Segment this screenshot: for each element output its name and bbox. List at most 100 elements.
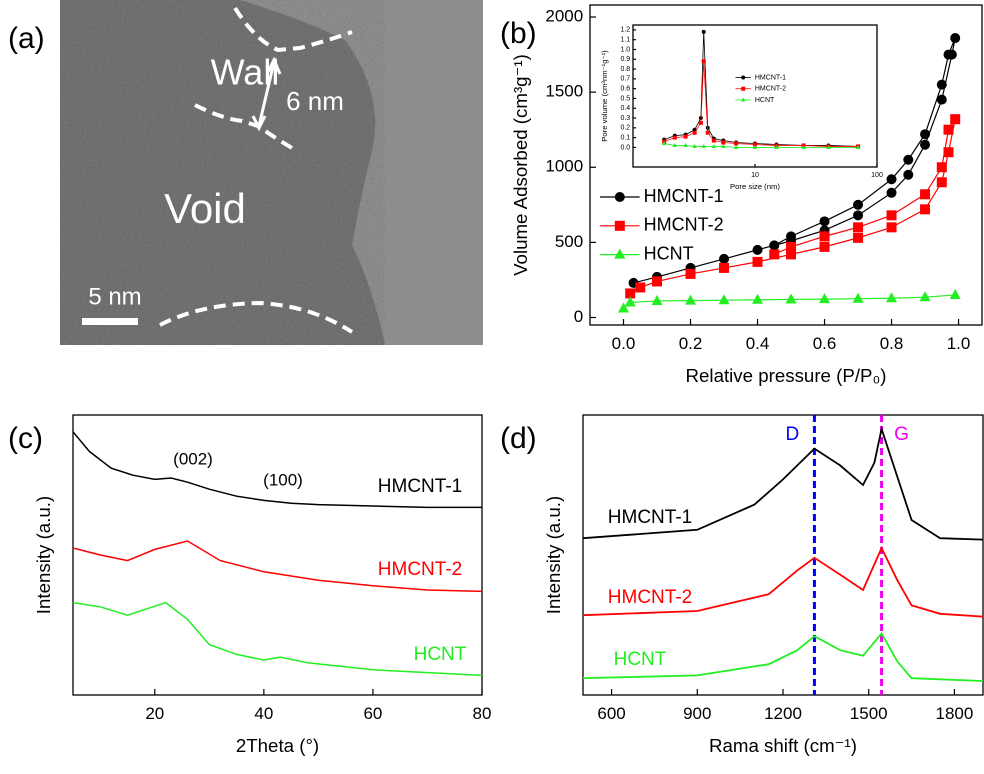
- marker: [852, 292, 864, 303]
- marker: [752, 244, 763, 255]
- reference-label: D: [786, 424, 800, 445]
- marker: [711, 144, 717, 149]
- marker: [625, 288, 636, 299]
- x-tick-label: 100: [871, 172, 883, 179]
- marker: [936, 94, 947, 105]
- x-tick-label: 60: [363, 704, 382, 723]
- y-tick-label: 0: [574, 307, 583, 326]
- x-axis-label: Pore size (nm): [730, 182, 780, 191]
- marker: [624, 296, 636, 307]
- specimen-texture: [60, 0, 385, 345]
- y-tick-label: 0.6: [620, 85, 630, 92]
- x-tick-label: 1800: [936, 704, 974, 723]
- marker: [826, 145, 831, 150]
- panel-label: (a): [8, 22, 45, 55]
- y-tick-label: 0.2: [620, 125, 630, 132]
- y-tick-label: 0.5: [620, 95, 630, 102]
- marker: [943, 124, 954, 135]
- marker: [701, 59, 706, 64]
- legend-marker: [614, 220, 625, 231]
- marker: [769, 249, 780, 260]
- x-tick-label: 1500: [850, 704, 888, 723]
- x-tick-label: 1200: [764, 704, 802, 723]
- series-line: [582, 425, 984, 541]
- marker: [692, 130, 697, 135]
- marker: [943, 147, 954, 158]
- legend-marker: [614, 248, 626, 259]
- marker: [903, 154, 914, 165]
- marker: [920, 204, 931, 215]
- legend-label: HCNT: [614, 649, 667, 670]
- y-axis-label: Intensity (a.u.): [543, 496, 564, 614]
- marker: [752, 293, 764, 304]
- chart: 20 40 60 80 2Theta (°) Intensity (a.u.) (c) HMC…: [8, 414, 491, 756]
- marker: [701, 144, 706, 149]
- marker: [920, 139, 931, 150]
- y-axis-label: Volume Adsorbed (cm³g⁻¹): [510, 54, 531, 276]
- legend-marker: [614, 192, 625, 202]
- legend-label: HCNT: [755, 97, 775, 104]
- wall-outline: [194, 103, 294, 150]
- tem-image: Wall 6 nm Void 5 nm: [60, 0, 483, 345]
- y-tick-label: 0.9: [620, 56, 630, 63]
- marker: [886, 222, 897, 233]
- annotation: Void: [164, 185, 246, 232]
- marker: [705, 130, 710, 135]
- marker: [711, 138, 716, 143]
- legend-label: HMCNT-2: [755, 86, 786, 93]
- x-tick-label: 1.0: [947, 334, 971, 353]
- y-tick-label: 1000: [545, 157, 583, 176]
- marker: [685, 294, 697, 305]
- marker: [886, 174, 897, 185]
- y-tick-label: 1500: [545, 82, 583, 101]
- marker: [786, 231, 797, 242]
- marker: [683, 143, 688, 148]
- y-tick-label: 0.0: [620, 144, 630, 151]
- series-line: [582, 631, 984, 682]
- marker: [886, 187, 897, 198]
- panel-label: (d): [500, 422, 537, 455]
- annotation: (100): [263, 470, 303, 489]
- wall-outline: [233, 6, 353, 53]
- marker: [752, 256, 763, 267]
- marker: [785, 293, 797, 304]
- marker: [661, 141, 667, 146]
- marker: [719, 262, 730, 273]
- marker: [618, 302, 630, 313]
- panel-label: (c): [8, 422, 43, 455]
- legend-label: HCNT: [414, 644, 467, 665]
- x-tick-label: 600: [597, 704, 625, 723]
- y-tick-label: 500: [555, 232, 583, 251]
- marker: [786, 249, 797, 260]
- marker: [886, 210, 897, 221]
- marker: [721, 140, 726, 145]
- plot-frame: [589, 4, 983, 326]
- legend-label: HMCNT-2: [644, 215, 724, 235]
- x-tick-label: 0.6: [813, 334, 837, 353]
- annotation: 5 nm: [88, 283, 141, 310]
- legend-marker: [741, 75, 746, 80]
- chart: 0.0 0.2 0.4 0.6 0.8 1.0 0 500 1000 1500 2000 Relati…: [500, 4, 983, 386]
- annotation: (002): [173, 449, 213, 468]
- marker: [721, 144, 726, 149]
- annotation: Wall: [211, 52, 280, 93]
- plot-frame: [72, 414, 483, 696]
- marker: [950, 114, 961, 125]
- marker: [719, 253, 730, 264]
- marker: [651, 294, 663, 305]
- marker: [920, 189, 931, 200]
- marker: [635, 282, 646, 293]
- marker: [950, 33, 961, 44]
- series-line: [582, 545, 984, 618]
- marker: [919, 291, 931, 302]
- series-line: [623, 294, 956, 309]
- marker: [672, 135, 677, 140]
- marker: [753, 142, 757, 147]
- marker: [701, 29, 706, 34]
- marker: [853, 210, 864, 221]
- marker: [949, 288, 961, 299]
- annotation: 6 nm: [286, 86, 344, 116]
- y-tick-label: 2000: [545, 7, 583, 26]
- y-axis-label: Pore volume (cm³nm⁻¹g⁻¹): [600, 50, 609, 142]
- legend-marker: [741, 86, 746, 91]
